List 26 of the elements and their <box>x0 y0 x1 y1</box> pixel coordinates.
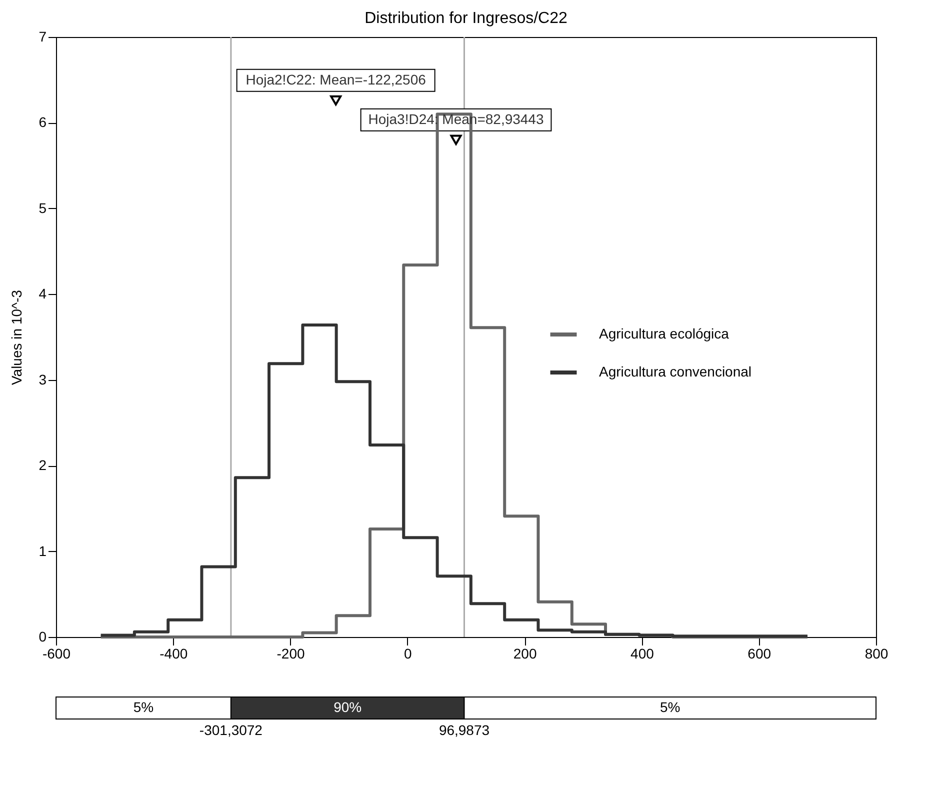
x-tick-label: 200 <box>513 646 537 662</box>
x-tick-label: 800 <box>864 646 888 662</box>
text: 96,9873 <box>438 722 490 738</box>
y-axis-title: Values in 10^-3 <box>8 290 25 386</box>
y-tick-label: 3 <box>38 371 47 388</box>
y-tick-label: 2 <box>38 457 47 474</box>
y-tick-label: 0 <box>38 628 47 644</box>
x-tick-label: 400 <box>630 646 654 662</box>
annotation: Hoja2!C22: Mean=-122,2506 <box>246 71 426 88</box>
y-tick-label: 1 <box>38 542 47 559</box>
chart-title: Distribution for Ingresos/C22 <box>364 10 568 27</box>
y-tick-label: 6 <box>38 114 47 130</box>
x-tick-label: 0 <box>404 646 412 662</box>
x-tick-label: -600 <box>42 646 71 662</box>
x-tick-label: 600 <box>748 646 772 662</box>
text: -301,3072 <box>199 722 263 738</box>
text: 5% <box>133 699 154 715</box>
y-tick-label: 4 <box>38 286 47 302</box>
y-tick-label: 7 <box>38 28 47 44</box>
text: 5% <box>660 699 680 715</box>
y-tick-label: 5 <box>38 200 47 216</box>
text: 90% <box>334 699 362 715</box>
x-tick-label: -200 <box>276 646 306 662</box>
x-tick-label: -400 <box>160 646 188 662</box>
legend-label: Agricultura convencional <box>599 364 752 380</box>
legend-label: Agricultura ecológica <box>599 326 730 342</box>
